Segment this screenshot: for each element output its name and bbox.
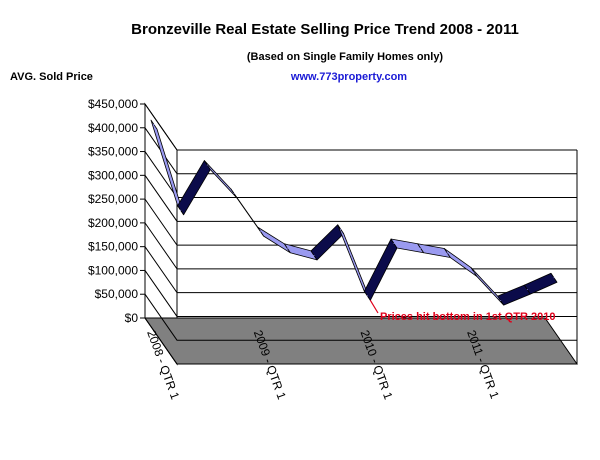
gridline [144, 317, 577, 365]
gridline [144, 127, 577, 175]
ribbon-segment [523, 272, 558, 295]
data-point [153, 124, 155, 126]
y-tick-label: $150,000 [88, 240, 138, 254]
data-point [473, 271, 475, 273]
y-tick-label: $350,000 [88, 145, 138, 159]
annotation-text: Prices hit bottom in 1st QTR 2010 [380, 311, 555, 323]
gridline [144, 270, 577, 317]
data-point [500, 300, 502, 302]
y-tick-label: $200,000 [88, 216, 138, 230]
gridline [144, 103, 577, 151]
annotation-pointer [369, 300, 379, 314]
data-point [286, 247, 288, 249]
chart-subtitle: (Based on Single Family Homes only) [247, 51, 444, 63]
data-point [553, 277, 555, 279]
y-tick-labels: $0 $50,000 $100,000 $150,000 $200,000 $250,00… [88, 97, 138, 325]
annotation-group: Prices hit bottom in 1st QTR 2010 [369, 300, 555, 323]
data-point [526, 289, 528, 291]
back-wall [177, 150, 577, 364]
data-point [420, 247, 422, 249]
data-ribbon [150, 119, 558, 306]
data-point [260, 231, 262, 233]
gridline [144, 222, 577, 270]
y-tick-label: $100,000 [88, 263, 138, 277]
y-tick-label: $50,000 [95, 287, 139, 301]
gridline [144, 293, 577, 341]
data-point [180, 209, 182, 211]
data-point [446, 252, 448, 254]
gridline [144, 175, 577, 222]
y-axis-label: AVG. Sold Price [10, 71, 93, 83]
data-point [393, 243, 395, 245]
data-point [206, 164, 208, 166]
y-tick-label: $250,000 [88, 192, 138, 206]
plot-walls [144, 102, 578, 366]
y-tick-label: $400,000 [88, 121, 138, 135]
data-point [340, 228, 342, 230]
y-tick-label: $450,000 [88, 97, 138, 111]
data-point [366, 295, 368, 297]
chart-title: Bronzeville Real Estate Selling Price Tr… [131, 21, 519, 38]
y-tick-label: $300,000 [88, 168, 138, 182]
gridline [144, 198, 577, 246]
y-tick-label: $0 [125, 311, 139, 325]
data-point [233, 193, 235, 195]
gridline [144, 246, 577, 294]
source-link[interactable]: www.773property.com [290, 71, 407, 83]
data-point [313, 254, 315, 256]
